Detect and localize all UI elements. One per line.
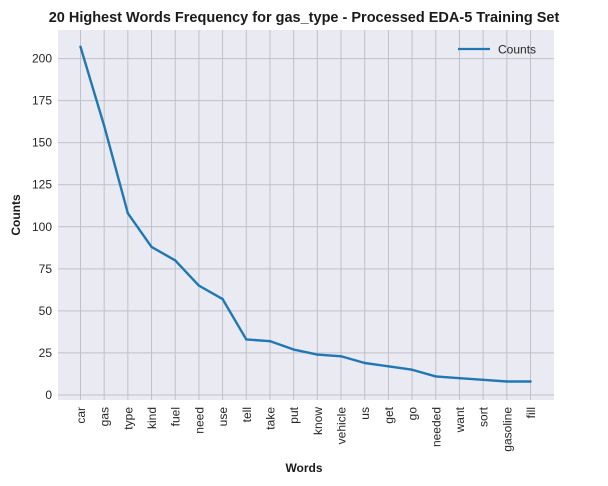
data-point (245, 338, 248, 341)
x-tick-label: get (382, 406, 396, 423)
data-point (339, 355, 343, 358)
data-point (292, 348, 295, 351)
x-tick-label: go (406, 407, 420, 421)
data-point (221, 297, 224, 301)
data-point (268, 339, 272, 343)
data-point (458, 376, 461, 380)
y-tick-label: 75 (39, 262, 53, 276)
x-tick-label: car (74, 407, 88, 424)
y-axis-label: Counts (9, 194, 23, 236)
y-tick-label: 125 (32, 178, 52, 192)
x-tick-label: need (192, 407, 206, 434)
data-point (197, 284, 201, 287)
x-tick-label: take (263, 407, 277, 430)
x-tick-label: type (121, 407, 135, 430)
grid-lines (58, 30, 554, 400)
x-tick-label: know (311, 407, 325, 435)
x-tick-label: gas (98, 407, 112, 426)
x-tick-label: fuel (169, 407, 183, 426)
x-tick-label: needed (429, 407, 443, 447)
data-point (505, 380, 509, 383)
y-tick-label: 150 (32, 136, 52, 150)
x-tick-label: sort (477, 406, 491, 427)
data-point (174, 259, 177, 262)
data-point (316, 353, 319, 356)
chart-title: 20 Highest Words Frequency for gas_type … (49, 10, 560, 26)
y-tick-labels: 0 25 50 75 100 125 150 175 200 (32, 52, 52, 402)
x-tick-label: tell (240, 407, 254, 422)
data-point (150, 245, 153, 249)
x-tick-label: gasoline (500, 407, 514, 452)
data-point (529, 380, 532, 383)
y-tick-label: 50 (39, 304, 53, 318)
x-tick-label: vehicle (335, 407, 349, 445)
y-tick-label: 175 (32, 94, 52, 108)
plot-area (58, 30, 554, 400)
y-tick-label: 100 (32, 220, 52, 234)
legend: Counts (458, 43, 536, 57)
data-point (481, 378, 485, 382)
data-point (363, 361, 366, 365)
legend-label-counts: Counts (498, 43, 536, 57)
x-tick-label: fill (524, 407, 538, 418)
y-tick-label: 0 (45, 388, 52, 402)
data-point (410, 368, 414, 371)
x-axis-label: Words (285, 461, 322, 475)
data-point (387, 365, 390, 368)
series-line-counts (79, 45, 532, 383)
x-tick-labels: car gas type kind fuel need use tell take put know… (74, 406, 538, 451)
data-point (79, 45, 82, 49)
data-point (126, 212, 130, 215)
series-layer (79, 45, 532, 383)
x-tick-label: us (358, 407, 372, 420)
x-tick-label: kind (145, 407, 159, 429)
x-tick-label: use (216, 407, 230, 427)
data-point (102, 124, 106, 128)
y-tick-label: 25 (39, 346, 53, 360)
data-point (434, 375, 437, 378)
y-tick-label: 200 (32, 52, 52, 66)
x-tick-label: put (287, 406, 301, 423)
x-tick-label: want (453, 406, 467, 433)
